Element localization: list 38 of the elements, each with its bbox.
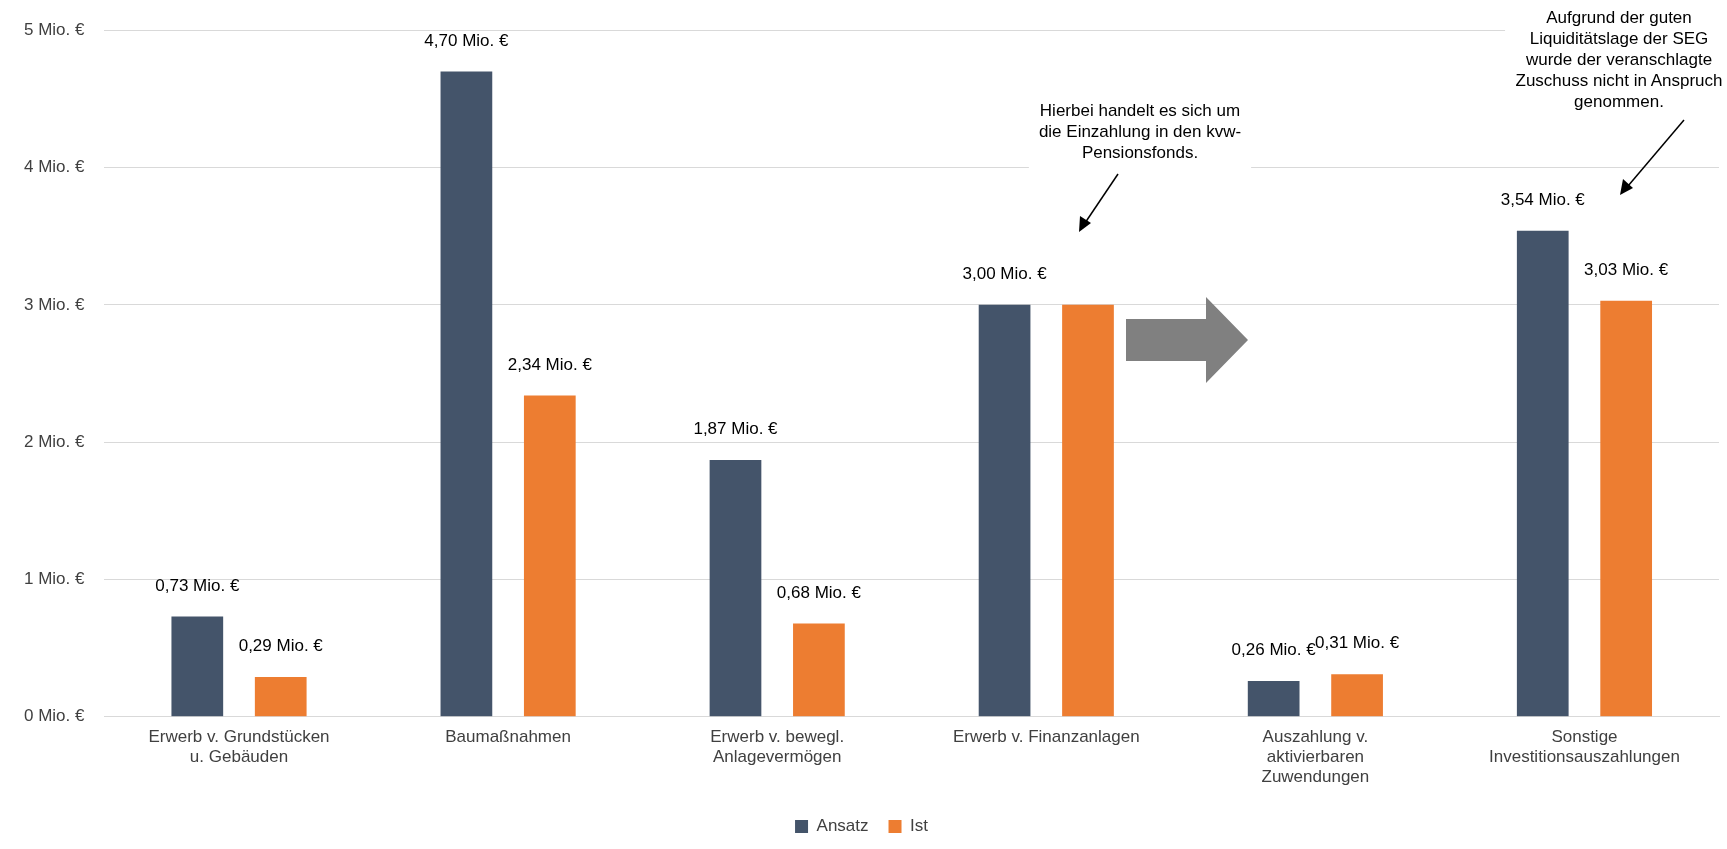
data-label: 3,03 Mio. € [1584,259,1669,279]
data-label: 4,70 Mio. € [424,30,509,50]
bar [254,676,307,717]
bar [1247,681,1300,717]
x-tick-label: Sonstige Investitionsauszahlungen [1488,726,1680,767]
bar [1516,230,1569,717]
data-label: 0,29 Mio. € [238,636,324,656]
bar [440,71,493,717]
data-label: 0,31 Mio. € [1315,633,1400,653]
data-label: 3,00 Mio. € [962,264,1048,284]
legend-label: Ist [910,816,929,836]
bar [171,616,224,717]
x-tick-label: Auszahlung v. aktivierbaren Zuwendungen [1261,726,1370,787]
data-label: 0,73 Mio. € [155,575,240,595]
annotation: Hierbei handelt es sich um die Einzahlung in den kvw- Pensionsfonds. [1038,101,1242,163]
bar [978,304,1031,717]
data-label: 3,54 Mio. € [1500,189,1586,209]
annotation: Aufgrund der guten Liquiditätslage der SEG wurde der veranschlagte Zuschuss nicht in Anspruch genommen. [1515,8,1723,112]
bar [523,395,576,717]
x-tick-label: Baumaßnahmen [445,726,571,746]
y-tick-label: 2 Mio. € [23,431,85,451]
x-tick-label: Erwerb v. Grundstücken u. Gebäuden [148,726,330,767]
bar [1600,300,1653,717]
bar [1331,674,1383,717]
y-tick-label: 3 Mio. € [23,294,85,314]
data-label: 0,68 Mio. € [776,582,862,602]
y-tick-label: 5 Mio. € [23,19,85,39]
bar [1062,304,1114,717]
data-label: 2,34 Mio. € [507,354,593,374]
y-tick-label: 1 Mio. € [23,569,85,589]
y-tick-label: 0 Mio. € [23,706,85,726]
legend-label: Ansatz [816,816,869,836]
data-label: 1,87 Mio. € [693,419,779,439]
y-tick-label: 4 Mio. € [23,157,85,177]
bar [793,623,845,717]
x-tick-label: Erwerb v. Finanzanlagen [952,726,1140,746]
bar [709,460,762,717]
x-tick-label: Erwerb v. bewegl. Anlagevermögen [710,726,845,767]
